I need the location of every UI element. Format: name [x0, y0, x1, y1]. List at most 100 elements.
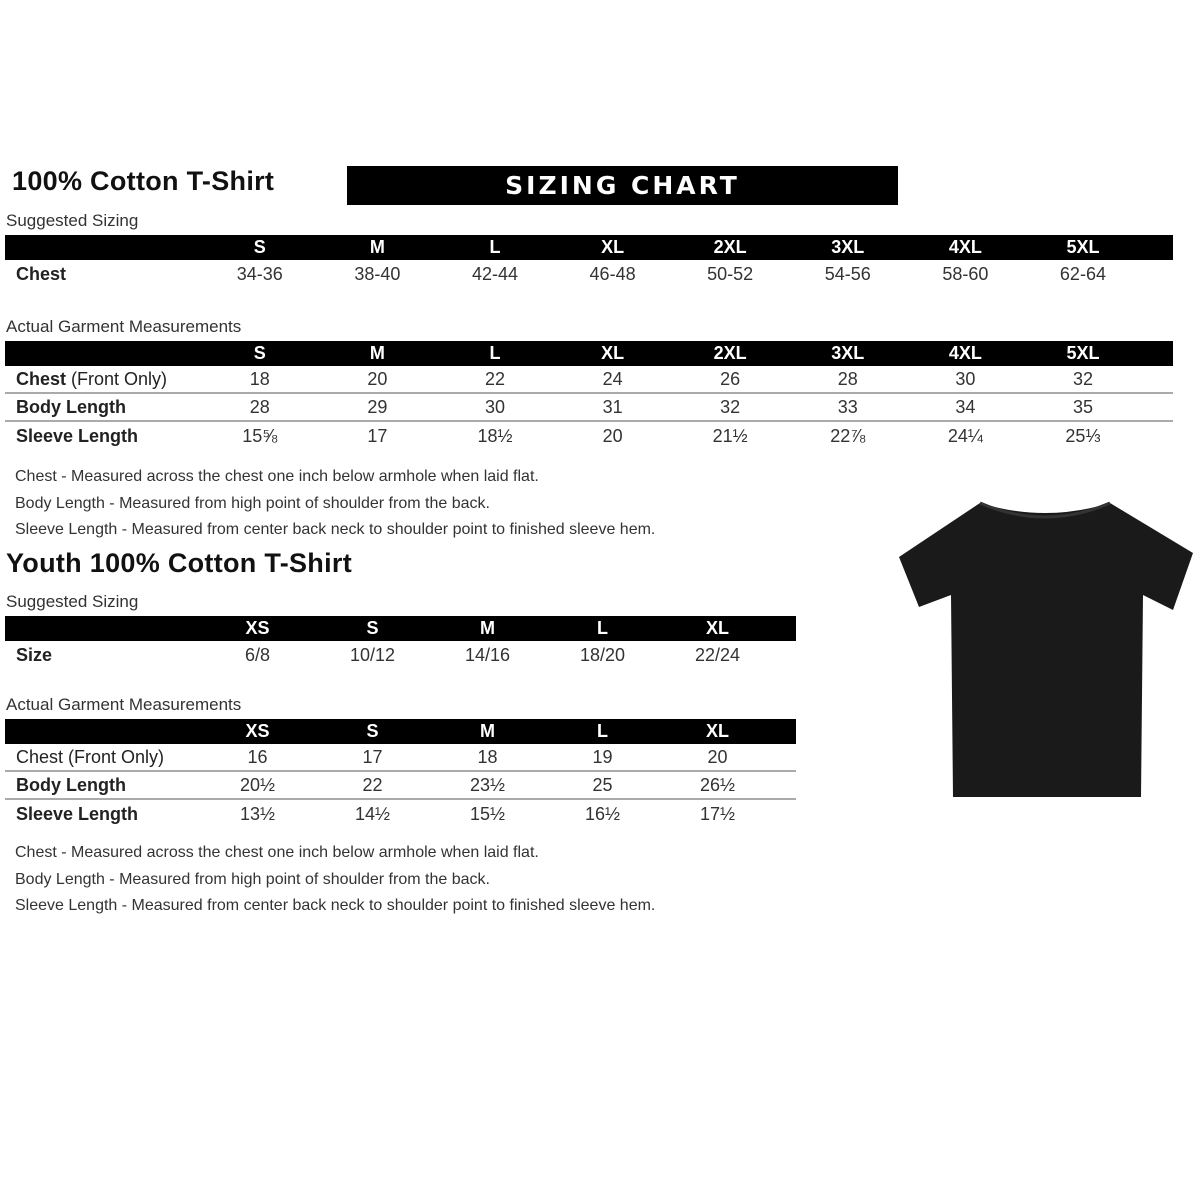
adult-suggested-label: Suggested Sizing — [6, 211, 139, 230]
table-cell: 32 — [1072, 368, 1093, 389]
youth-actual-table: XS S M L XL Chest (Front Only) 16 17 18 19 20 Body … — [5, 719, 796, 828]
table-cell: 20 — [707, 746, 728, 767]
row-label-text: Chest (Front Only) — [16, 746, 165, 767]
size-header: XS — [245, 721, 270, 741]
table-cell: 30 — [955, 368, 976, 389]
table-cell: 20 — [602, 425, 623, 446]
table-cell: 50-52 — [707, 263, 754, 284]
table-cell: 10/12 — [349, 644, 396, 665]
youth-actual-label: Actual Garment Measurements — [6, 695, 242, 714]
table-row: Size 6/8 10/12 14/16 18/20 22/24 — [5, 641, 796, 669]
size-header-row: S M L XL 2XL 3XL 4XL 5XL — [5, 235, 1173, 260]
size-header: 3XL — [831, 237, 865, 257]
table-cell: 22⅞ — [830, 425, 866, 446]
adult-title: 100% Cotton T-Shirt — [12, 166, 275, 196]
table-cell: 30 — [484, 396, 505, 417]
table-cell: 18 — [249, 368, 270, 389]
row-label-text: Chest — [16, 263, 67, 284]
note-sleeve-length: Sleeve Length - Measured from center bac… — [15, 521, 656, 538]
table-row: Sleeve Length 15⅝ 17 18½ 20 21½ 22⅞ 24¼ 25⅓ — [5, 422, 1173, 450]
table-cell: 22/24 — [694, 644, 741, 665]
table-cell: 17½ — [699, 803, 736, 824]
size-header: 4XL — [948, 237, 982, 257]
size-header: XL — [705, 618, 729, 638]
size-header: XS — [245, 618, 270, 638]
table-row: Chest (Front Only) 16 17 18 19 20 — [5, 744, 796, 772]
size-header: L — [489, 237, 501, 257]
size-header: M — [480, 618, 495, 638]
note-sleeve-length: Sleeve Length - Measured from center bac… — [15, 897, 656, 914]
size-header: L — [597, 721, 608, 741]
table-cell: 24 — [602, 368, 623, 389]
size-header: S — [366, 618, 379, 638]
table-cell: 42-44 — [471, 263, 518, 284]
table-cell: 20 — [367, 368, 388, 389]
table-cell: 15½ — [469, 803, 506, 824]
table-cell: 21½ — [712, 425, 748, 446]
row-label-text: Body Length — [16, 396, 126, 417]
youth-notes: Chest - Measured across the chest one in… — [15, 840, 655, 920]
size-header: 3XL — [831, 343, 865, 363]
size-header: S — [253, 343, 266, 363]
table-cell: 33 — [837, 396, 858, 417]
row-label-text: Body Length — [16, 774, 126, 795]
table-cell: 31 — [602, 396, 623, 417]
size-header: 5XL — [1066, 237, 1100, 257]
table-row: Sleeve Length 13½ 14½ 15½ 16½ 17½ — [5, 800, 796, 828]
row-label-suffix: (Front Only) — [66, 368, 168, 389]
youth-suggested-label: Suggested Sizing — [6, 592, 139, 611]
size-header: XL — [601, 343, 625, 363]
sizing-chart-banner: SIZING CHART — [347, 166, 898, 205]
size-header-row: XS S M L XL — [5, 719, 796, 744]
size-header: 2XL — [713, 237, 747, 257]
table-cell: 20½ — [239, 774, 276, 795]
table-cell: 38-40 — [354, 263, 401, 284]
size-header: 5XL — [1066, 343, 1100, 363]
table-cell: 14/16 — [464, 644, 511, 665]
row-label: Chest — [5, 264, 201, 285]
table-cell: 46-48 — [589, 263, 636, 284]
table-cell: 19 — [592, 746, 613, 767]
size-header: S — [253, 237, 266, 257]
table-cell: 18½ — [477, 425, 513, 446]
adult-suggested-table: S M L XL 2XL 3XL 4XL 5XL Chest 34-36 38-40 42-44 46-… — [5, 235, 1173, 288]
table-cell: 34-36 — [236, 263, 283, 284]
size-header: 4XL — [948, 343, 982, 363]
row-label: Chest (Front Only) — [5, 369, 201, 390]
size-header: L — [489, 343, 501, 363]
table-cell: 22 — [484, 368, 505, 389]
size-header-row: XS S M L XL — [5, 616, 796, 641]
table-cell: 26 — [720, 368, 741, 389]
youth-suggested-table: XS S M L XL Size 6/8 10/12 14/16 18/20 22/24 — [5, 616, 796, 669]
note-chest: Chest - Measured across the chest one in… — [15, 844, 539, 861]
size-header: XL — [705, 721, 729, 741]
table-cell: 13½ — [239, 803, 276, 824]
table-row: Chest (Front Only) 18 20 22 24 26 28 30 32 — [5, 366, 1173, 394]
youth-title: Youth 100% Cotton T-Shirt — [6, 548, 352, 578]
size-header-row: S M L XL 2XL 3XL 4XL 5XL — [5, 341, 1173, 366]
table-cell: 14½ — [354, 803, 391, 824]
table-cell: 18 — [477, 746, 498, 767]
adult-actual-label: Actual Garment Measurements — [6, 317, 242, 336]
table-cell: 35 — [1072, 396, 1093, 417]
size-header: M — [369, 343, 385, 363]
row-label: Body Length — [5, 397, 201, 418]
row-label-text: Sleeve Length — [16, 425, 139, 446]
row-label-text: Chest — [16, 368, 67, 389]
size-header: 2XL — [713, 343, 747, 363]
row-label: Body Length — [5, 775, 200, 796]
adult-actual-table: S M L XL 2XL 3XL 4XL 5XL Chest (Front Only) 18 20 2… — [5, 341, 1173, 450]
table-cell: 28 — [837, 368, 858, 389]
table-cell: 17 — [367, 425, 388, 446]
tshirt-icon — [899, 501, 1193, 797]
table-cell: 25⅓ — [1065, 425, 1101, 446]
table-cell: 16½ — [584, 803, 621, 824]
table-cell: 58-60 — [942, 263, 989, 284]
row-label-text: Size — [16, 644, 53, 665]
table-cell: 34 — [955, 396, 976, 417]
table-cell: 15⅝ — [242, 425, 278, 446]
note-chest: Chest - Measured across the chest one in… — [15, 468, 539, 485]
table-cell: 16 — [247, 746, 268, 767]
table-cell: 25 — [592, 774, 613, 795]
table-cell: 23½ — [469, 774, 506, 795]
